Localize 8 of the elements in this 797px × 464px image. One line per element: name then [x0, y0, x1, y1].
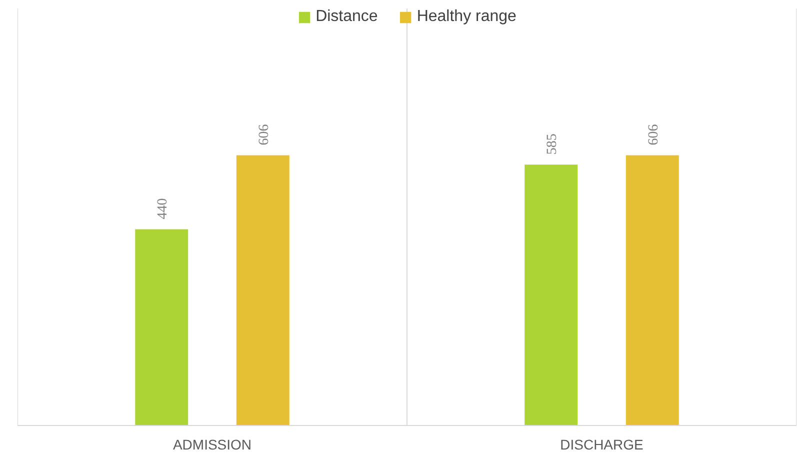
legend-label: Distance — [316, 8, 378, 26]
x-tick-label: DISCHARGE — [560, 436, 644, 452]
data-label: 585 — [545, 134, 560, 155]
x-tick-label: ADMISSION — [172, 436, 252, 452]
data-label: 440 — [156, 198, 171, 220]
data-label: 606 — [256, 124, 272, 146]
legend-label: Healthy range — [416, 8, 516, 26]
data-label: 606 — [646, 124, 662, 146]
